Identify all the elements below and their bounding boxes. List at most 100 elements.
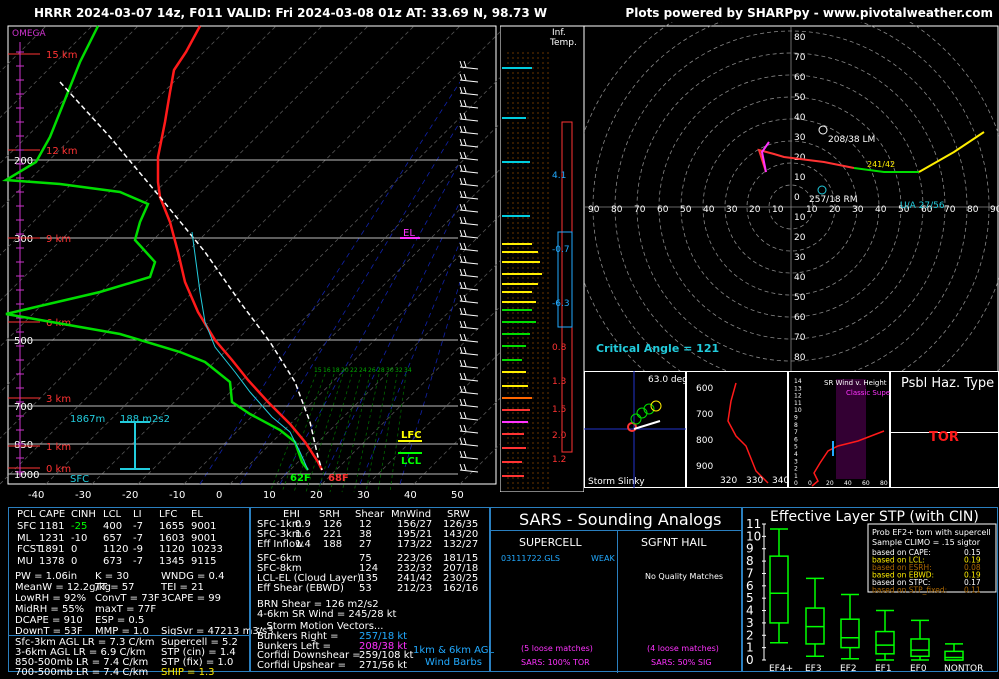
table-cell: 3-6km AGL LR = 6.9 C/km xyxy=(15,647,146,658)
table-cell: CINH xyxy=(71,509,96,520)
table-cell: Bunkers Right = xyxy=(257,631,342,642)
critical-angle: Critical Angle = 121 xyxy=(596,342,719,355)
wind-barb xyxy=(459,105,479,109)
temp-tick: 10 xyxy=(263,490,276,501)
table-cell: -9 xyxy=(133,544,143,555)
hodo-tick-x: 70 xyxy=(944,205,956,215)
hazard-value: TOR xyxy=(929,430,959,445)
hodo-tick-x: 10 xyxy=(772,205,784,215)
credit-text: Plots powered by SHARPpy - www.pivotalwe… xyxy=(625,6,993,20)
hodo-tick-x: 90 xyxy=(990,205,999,215)
right-mover-marker xyxy=(817,185,827,195)
table-cell: 0 xyxy=(71,544,78,555)
table-cell: -10 xyxy=(71,532,88,544)
sr-y-tick: 12 xyxy=(794,393,802,400)
table-cell: 657 xyxy=(103,532,123,544)
stp-prob-value: 0.19 xyxy=(964,556,981,565)
table-cell: PW = 1.06in xyxy=(15,571,78,582)
stp-prob-label: based on STPC: xyxy=(872,578,930,587)
table-cell: 1120 xyxy=(159,544,185,555)
stp-y-tick: 10 xyxy=(746,529,761,543)
stp-prob-label: based on EBWD: xyxy=(872,571,934,580)
hodo-tick-y: 40 xyxy=(794,273,806,283)
slinky-label: Storm Slinky xyxy=(588,477,645,487)
table-cell: 126 xyxy=(323,519,343,530)
storm-slinky-chart: 63.0 deg Storm Slinky xyxy=(584,371,686,488)
table-cell: 207/18 xyxy=(443,563,479,574)
hodo-tick-y: 80 xyxy=(794,353,806,363)
theta-y-tick: 600 xyxy=(696,384,713,394)
stp-prob-value: 0.17 xyxy=(964,578,981,587)
hodo-tick-x: 20 xyxy=(829,205,841,215)
hodo-tick-x: 30 xyxy=(852,205,864,215)
wind-barb xyxy=(459,404,479,408)
wind-barb xyxy=(459,456,479,460)
stp-prob-value: 0.11 xyxy=(964,586,981,595)
sr-x-tick: 80 xyxy=(880,480,888,487)
hodo-tick-y: 0 xyxy=(794,193,800,203)
sars-hail-heading: SGFNT HAIL xyxy=(641,536,707,549)
wind-barb xyxy=(459,222,479,226)
mean-wind-label: 241/42 xyxy=(867,160,895,169)
stp-y-tick: 3 xyxy=(746,616,754,630)
table-cell: -7 xyxy=(133,532,143,544)
wind-barb xyxy=(459,183,479,187)
stp-y-tick: 1 xyxy=(746,641,754,655)
wind-barb xyxy=(459,417,479,421)
hodograph-chart: 80 70 60 50 40 30 20 10 0 10 20 30 40 50 60 70 80 90 80 70 6… xyxy=(584,22,999,372)
sr-x-tick: 40 xyxy=(844,480,852,487)
hazard-type-panel: Psbl Haz. Type TOR xyxy=(890,371,999,488)
lfc-label: LFC xyxy=(401,430,422,441)
stp-category: EF2 xyxy=(840,664,857,674)
table-cell: TT = 57 xyxy=(95,582,135,593)
inflow-label: Inf. xyxy=(552,28,566,38)
stp-box xyxy=(944,650,964,661)
wind-barb xyxy=(459,469,479,473)
table-cell: DownT = 53F xyxy=(15,626,83,637)
temp-tick: 30 xyxy=(357,490,370,501)
sr-y-tick: 8 xyxy=(794,422,798,429)
table-cell: EL xyxy=(191,509,203,520)
inflow-value: 1.3 xyxy=(552,377,566,387)
sr-wind-title: SR Wind v. Height xyxy=(824,379,887,387)
table-cell: 1378 xyxy=(39,555,65,567)
sr-y-tick: 0 xyxy=(794,480,798,487)
eil-srh: 188 m2s2 xyxy=(120,414,170,425)
table-cell: maxT = 77F xyxy=(95,604,157,615)
wbz-label: 16 xyxy=(323,367,331,374)
stp-y-tick: 2 xyxy=(746,628,754,642)
wind-barb xyxy=(459,339,479,343)
table-cell: 1345 xyxy=(159,555,185,567)
wind-barb xyxy=(459,378,479,382)
theta-x-tick: 340 xyxy=(772,476,788,486)
hodo-tick-y: 40 xyxy=(794,113,806,123)
wind-barb xyxy=(459,157,479,161)
table-cell: 38 xyxy=(359,529,372,540)
table-cell: Corfidi Upshear = xyxy=(257,659,350,671)
table-cell: 0.9 xyxy=(295,519,311,530)
sr-y-tick: 6 xyxy=(794,436,798,443)
temp-tick: 0 xyxy=(216,490,222,501)
height-label: 3 km xyxy=(46,394,71,405)
hodo-tick-x: 20 xyxy=(749,205,761,215)
sars-hail-loose: (4 loose matches) xyxy=(647,644,719,653)
table-cell: WNDG = 0.4 xyxy=(161,571,225,582)
hodo-tick-x: 40 xyxy=(703,205,715,215)
hodo-tick-x: 60 xyxy=(921,205,933,215)
page-title: HRRR 2024-03-07 14z, F011 VALID: Fri 202… xyxy=(34,6,548,20)
table-cell: 126/35 xyxy=(443,519,479,530)
table-cell: 181/15 xyxy=(443,553,479,564)
temp-tick: -30 xyxy=(75,490,91,501)
height-label: 0 km xyxy=(46,464,71,475)
hodo-tick-x: 50 xyxy=(898,205,910,215)
temp-tick: 50 xyxy=(451,490,464,501)
table-cell: MMP = 1.0 xyxy=(95,626,149,637)
table-cell: STP (cin) = 1.4 xyxy=(161,647,236,658)
table-cell: Sfc-3km AGL LR = 7.3 C/km xyxy=(15,637,155,648)
table-cell: 143/20 xyxy=(443,529,479,540)
table-cell: 850-500mb LR = 7.4 C/km xyxy=(15,657,149,668)
wind-barb xyxy=(459,196,479,200)
table-cell: 212/23 xyxy=(397,583,433,594)
wind-barb xyxy=(459,313,479,317)
temperature-trace xyxy=(156,25,324,471)
